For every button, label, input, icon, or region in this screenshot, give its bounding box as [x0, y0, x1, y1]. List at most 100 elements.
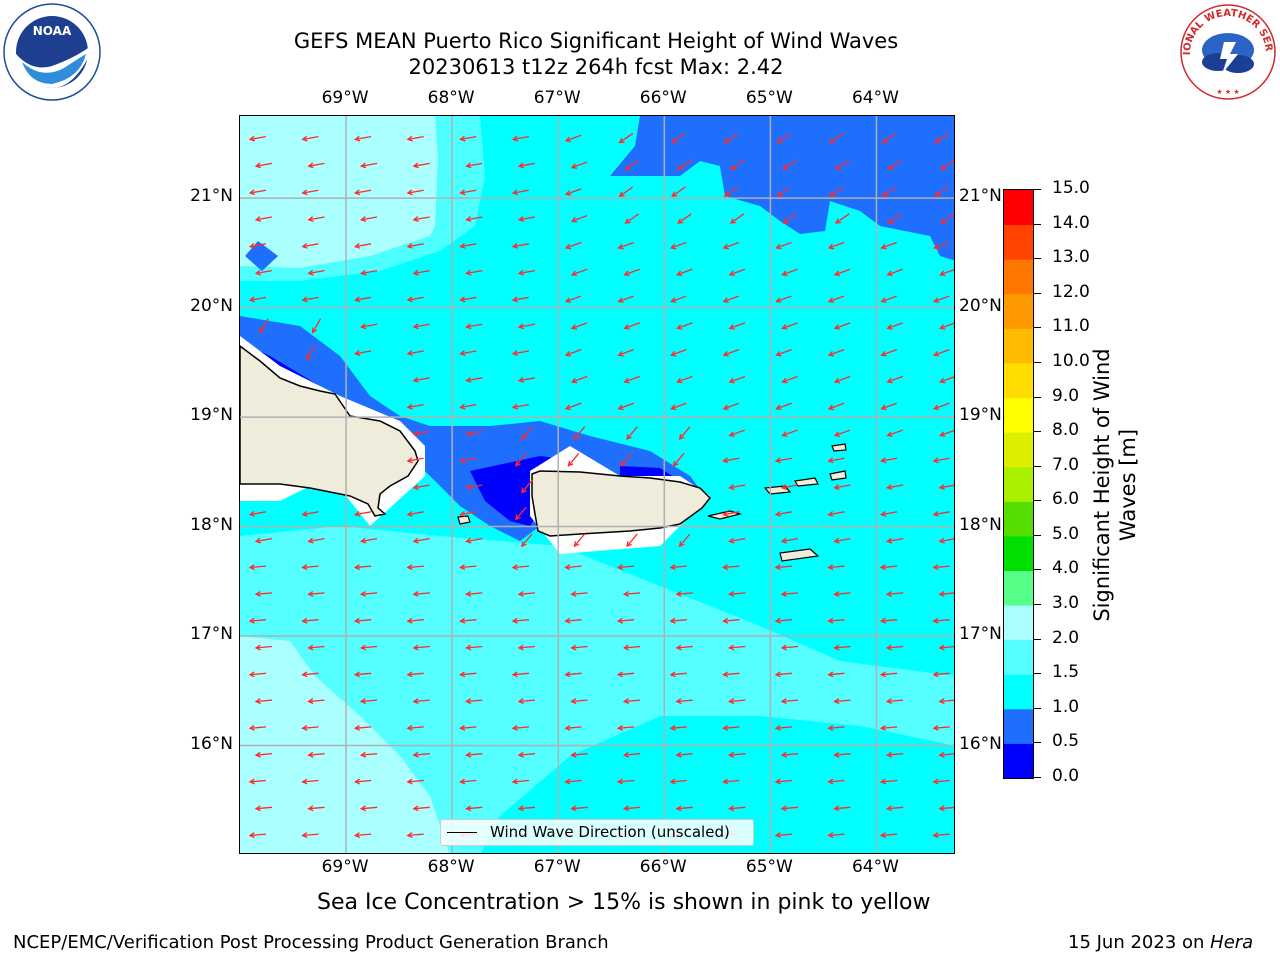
wind-wave-arrow	[728, 805, 746, 812]
title-line-2: 20230613 t12z 264h fcst Max: 2.42	[408, 55, 784, 79]
wind-wave-arrow	[511, 403, 529, 410]
wind-wave-arrow	[564, 724, 582, 731]
wind-wave-arrow	[359, 590, 378, 597]
colorbar-tick-label-8: 6.0	[1052, 489, 1080, 510]
wind-wave-arrow	[353, 189, 372, 196]
wave-zone-0.5-1m-west	[240, 316, 705, 541]
lon-label-top-4: 65°W	[745, 88, 793, 108]
wind-wave-arrow	[833, 805, 851, 812]
wind-wave-arrow	[677, 213, 692, 224]
wind-wave-arrow	[938, 751, 954, 758]
colorbar-tick-mark-14	[1034, 292, 1041, 294]
wind-wave-arrow	[886, 375, 903, 384]
wind-wave-arrow	[728, 484, 746, 491]
wind-wave-arrow	[514, 506, 527, 521]
colorbar-swatch-8	[1004, 466, 1033, 502]
lat-label-left-4: 17°N	[190, 624, 233, 645]
colorbar-tick-label-1: 0.5	[1052, 731, 1080, 752]
wind-wave-arrow	[359, 216, 378, 223]
wind-wave-arrow	[459, 189, 477, 196]
wind-wave-arrow	[618, 186, 634, 197]
wind-wave-arrow	[573, 533, 586, 548]
wind-wave-arrow	[248, 778, 267, 785]
wind-wave-arrow	[511, 189, 529, 196]
colorbar-tick-label-13: 11.0	[1052, 316, 1090, 337]
wind-wave-arrow	[782, 159, 797, 171]
wind-wave-arrow	[573, 426, 586, 440]
wind-wave-arrow	[406, 242, 424, 249]
colorbar-label-line1: Significant Height of Wind	[1090, 348, 1114, 622]
wind-wave-arrow	[567, 453, 580, 467]
map-panel	[239, 115, 955, 854]
wind-wave-arrow	[564, 241, 582, 250]
wind-wave-arrow	[880, 295, 897, 303]
wind-wave-arrow	[359, 269, 378, 276]
wind-wave-arrow	[465, 162, 483, 169]
wind-wave-arrow	[248, 617, 267, 624]
wind-wave-arrow	[879, 510, 898, 517]
wind-wave-arrow	[932, 832, 950, 839]
wind-wave-arrow	[833, 375, 851, 384]
wind-wave-arrow	[782, 213, 797, 224]
colorbar-swatch-10	[1004, 397, 1033, 433]
wind-wave-arrow	[353, 296, 372, 303]
lat-label-left-2: 19°N	[190, 405, 233, 426]
colorbar-tick-label-7: 5.0	[1052, 523, 1080, 544]
wind-wave-arrow	[301, 671, 319, 678]
colorbar-swatches	[1004, 190, 1033, 779]
wind-wave-arrow	[307, 644, 325, 651]
wind-wave-arrow	[465, 376, 483, 383]
gridlines	[240, 116, 954, 853]
wind-wave-arrow	[671, 132, 686, 144]
wind-wave-arrow	[781, 322, 798, 330]
wind-wave-arrow	[459, 617, 477, 624]
wind-wave-arrow	[465, 323, 483, 330]
wind-wave-arrow	[511, 296, 529, 303]
land-st-croix	[779, 548, 820, 562]
wind-wave-arrow	[511, 242, 529, 249]
wind-wave-arrow	[774, 617, 793, 624]
wind-wave-arrow	[780, 805, 799, 812]
wind-wave-arrow	[517, 216, 535, 223]
wind-wave-arrow	[353, 778, 372, 785]
colorbar-tick-label-0: 0.0	[1052, 766, 1080, 786]
wind-wave-arrow	[406, 778, 424, 785]
wind-wave-arrow	[670, 295, 687, 303]
wind-wave-arrow	[564, 188, 582, 196]
wind-wave-arrow	[932, 724, 950, 731]
wind-wave-arrow	[885, 751, 904, 758]
colorbar-swatch-9	[1004, 432, 1033, 468]
wind-wave-arrow	[833, 644, 851, 651]
wind-wave-arrow	[511, 350, 529, 357]
wind-wave-arrow	[459, 135, 477, 142]
wind-wave-arrow	[833, 537, 851, 544]
wind-wave-arrow	[570, 322, 588, 330]
wind-wave-arrow	[517, 376, 535, 383]
wave-zone-1.5-2m-south	[240, 526, 954, 853]
wind-wave-arrow	[728, 698, 746, 705]
wind-wave-arrow	[939, 269, 954, 277]
wind-wave-arrow	[722, 349, 740, 357]
wind-wave-arrow	[406, 350, 424, 357]
wind-wave-arrow	[570, 644, 588, 651]
wind-wave-arrow	[827, 510, 845, 517]
wind-wave-arrow	[723, 132, 739, 144]
wind-wave-arrow	[570, 590, 588, 597]
colorbar-label: Significant Height of Wind Waves [m]	[1089, 325, 1141, 645]
footer-left: NCEP/EMC/Verification Post Processing Pr…	[13, 932, 609, 953]
wind-wave-arrow	[301, 778, 319, 785]
wind-wave-arrow	[248, 242, 266, 249]
wind-wave-arrow	[353, 242, 372, 249]
wind-wave-arrow	[307, 269, 325, 276]
wind-wave-arrow	[774, 671, 793, 678]
sea-ice-caption: Sea Ice Concentration > 15% is shown in …	[317, 890, 931, 915]
wind-wave-arrow	[353, 510, 372, 517]
wind-wave-arrow	[729, 159, 745, 171]
wind-wave-arrow	[564, 295, 582, 303]
wind-wave-arrow	[932, 617, 950, 624]
wind-wave-arrow	[622, 644, 641, 651]
wind-wave-arrow	[885, 698, 904, 705]
wind-wave-arrow	[570, 375, 588, 384]
wind-wave-arrow	[459, 510, 477, 517]
wind-wave-arrow	[520, 426, 533, 440]
